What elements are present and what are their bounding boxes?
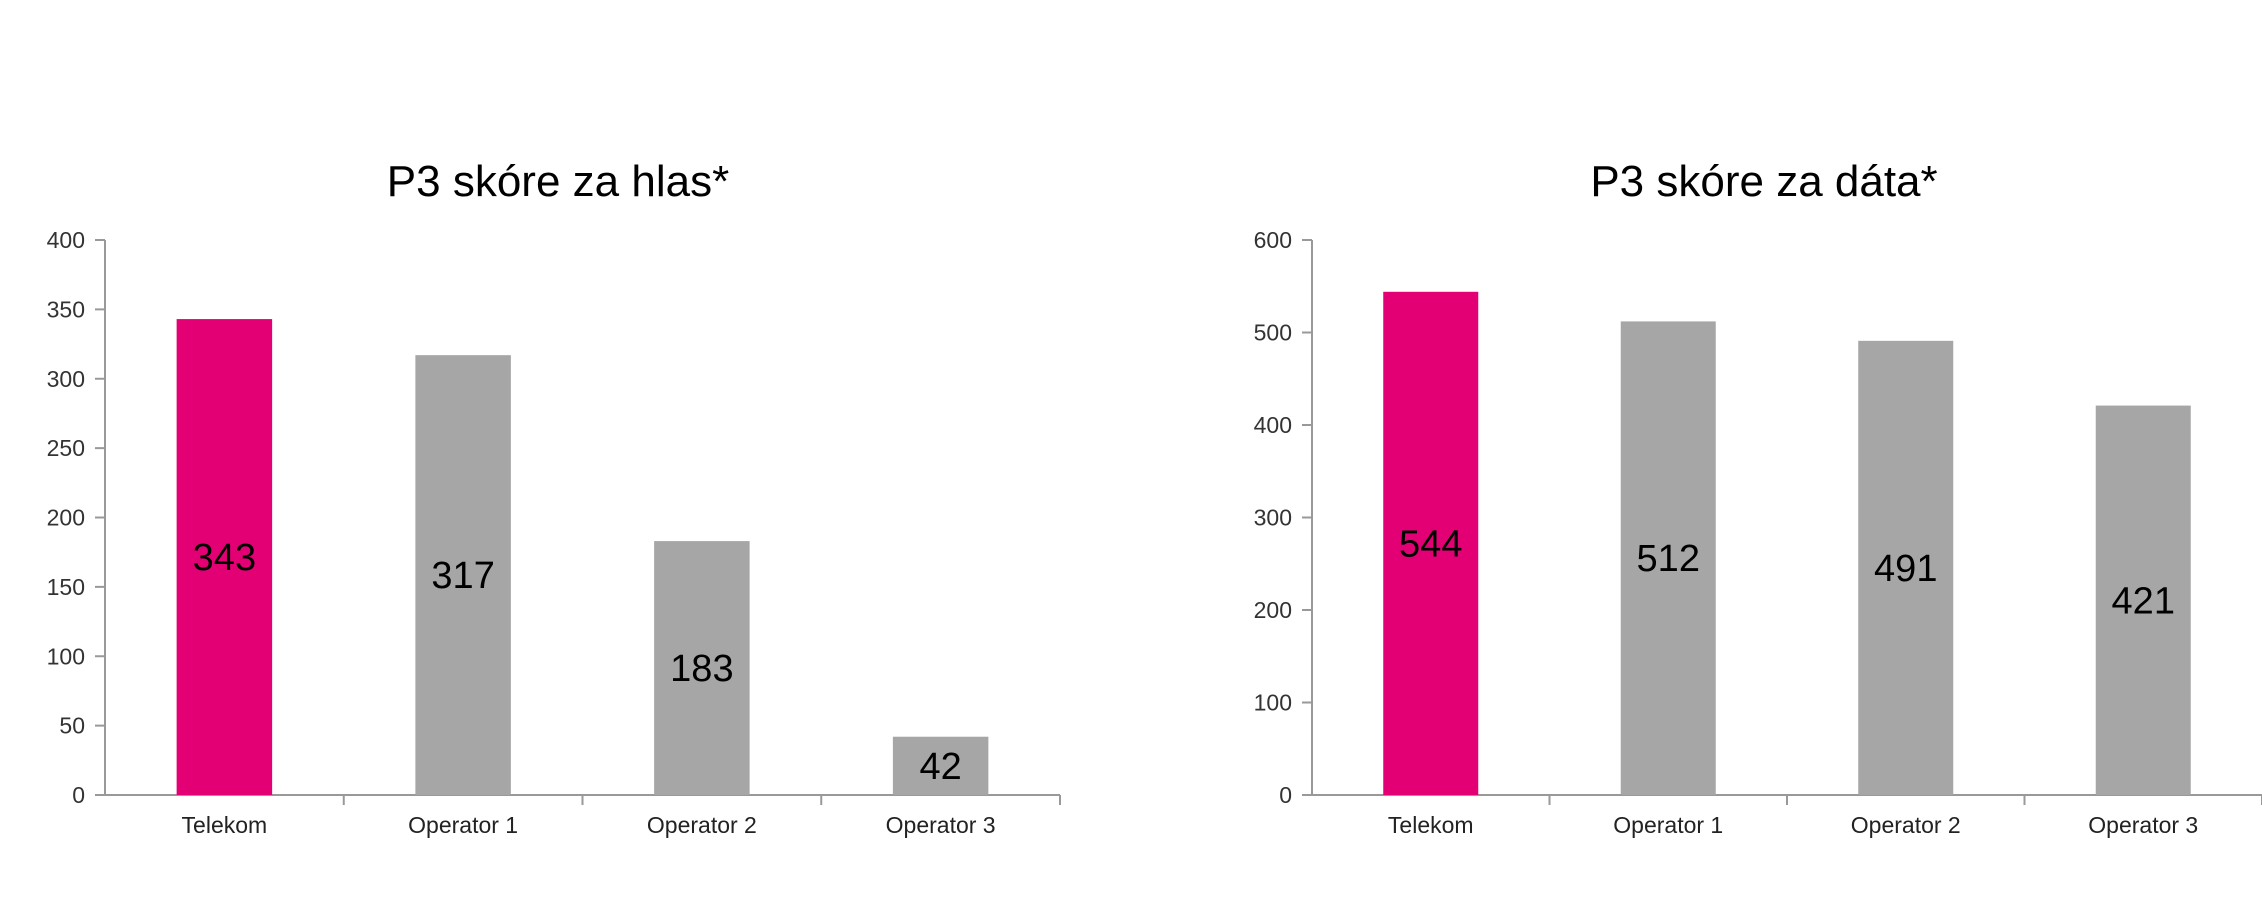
bar	[176, 319, 273, 795]
y-tick-label: 400	[47, 227, 85, 253]
bar	[1383, 291, 1479, 795]
y-tick-label: 600	[1254, 227, 1292, 253]
y-tick-label: 200	[1254, 597, 1292, 623]
y-tick-label: 100	[47, 643, 85, 669]
chart-title: P3 skóre za dáta*	[1590, 157, 1937, 206]
bar-value-label: 491	[1874, 548, 1937, 590]
x-category-label: Operator 1	[1613, 812, 1723, 838]
x-category-label: Operator 3	[886, 812, 996, 838]
y-tick-label: 0	[1279, 782, 1292, 808]
bar-value-label: 343	[193, 537, 256, 579]
bar-value-label: 421	[2112, 580, 2175, 622]
bar-value-label: 183	[670, 648, 733, 690]
bar-value-label: 42	[919, 746, 961, 788]
bar	[1620, 321, 1716, 795]
data-score-chart: P3 skóre za dáta* 0 100 200 300 400 500 600 544…	[1254, 157, 2262, 838]
y-tick-label: 300	[47, 366, 85, 392]
bar	[415, 355, 511, 795]
x-category-label: Operator 3	[2088, 812, 2198, 838]
bar-value-label: 512	[1637, 538, 1700, 580]
y-tick-label: 500	[1254, 320, 1292, 346]
bar-value-label: 317	[431, 555, 494, 597]
bar	[1858, 340, 1954, 795]
bar	[2095, 405, 2191, 795]
x-category-label: Operator 2	[1851, 812, 1961, 838]
bar	[654, 541, 750, 795]
y-tick-label: 150	[47, 574, 85, 600]
bar	[892, 736, 989, 795]
y-tick-label: 200	[47, 505, 85, 531]
y-tick-label: 0	[72, 782, 85, 808]
y-tick-label: 50	[59, 713, 85, 739]
y-tick-label: 300	[1254, 505, 1292, 531]
y-tick-label: 400	[1254, 412, 1292, 438]
x-category-label: Operator 2	[647, 812, 757, 838]
x-category-label: Telekom	[182, 812, 268, 838]
voice-score-chart: P3 skóre za hlas* 0 50 100 150 200 250 300 350 4…	[47, 157, 1061, 838]
y-tick-label: 100	[1254, 690, 1292, 716]
y-tick-label: 250	[47, 435, 85, 461]
x-category-label: Telekom	[1388, 812, 1474, 838]
bar-value-label: 544	[1399, 523, 1462, 565]
y-tick-label: 350	[47, 296, 85, 322]
x-category-label: Operator 1	[408, 812, 518, 838]
chart-title: P3 skóre za hlas*	[387, 157, 729, 206]
